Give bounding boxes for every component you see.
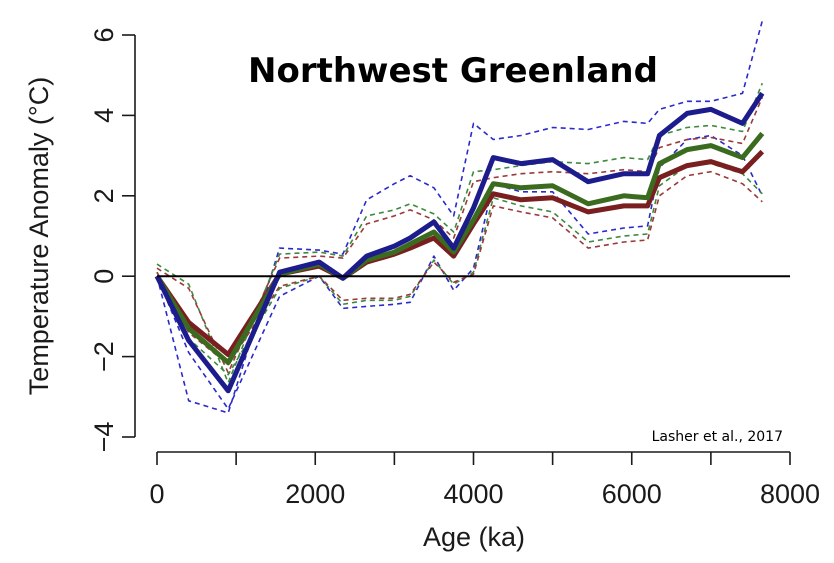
- x-tick-label-6000: 6000: [602, 479, 662, 509]
- x-tick-label-4000: 4000: [443, 479, 503, 509]
- x-tick-label-8000: 8000: [760, 479, 820, 509]
- y-tick-label-4: 4: [89, 108, 119, 123]
- y-axis-label: Temperature Anomaly (°C): [24, 77, 54, 395]
- series-line-dashed-7: [156, 96, 764, 374]
- series-layer: [154, 20, 765, 414]
- x-axis-label: Age (ka): [423, 522, 525, 552]
- series-line-dashed-8: [156, 170, 763, 366]
- y-tick-label-6: 6: [89, 27, 119, 42]
- series-line-dashed-5: [156, 82, 764, 384]
- y-tick-label--2: −2: [89, 341, 119, 372]
- chart-title: Northwest Greenland: [248, 51, 658, 91]
- axes-layer: −4 −2 0 2 4 6 0 2000 4000 6000 8000: [89, 27, 820, 509]
- x-tick-label-2000: 2000: [285, 479, 345, 509]
- series-line-dashed-6: [156, 162, 763, 376]
- x-tick-label-0: 0: [149, 479, 164, 509]
- source-annotation: Lasher et al., 2017: [652, 429, 783, 445]
- series-line-solid-0: [154, 91, 765, 394]
- y-tick-label-0: 0: [89, 269, 119, 284]
- series-line-dashed-3: [156, 20, 764, 414]
- y-tick-label-2: 2: [89, 188, 119, 203]
- series-line-dashed-4: [156, 134, 764, 410]
- y-tick-label--4: −4: [89, 422, 119, 453]
